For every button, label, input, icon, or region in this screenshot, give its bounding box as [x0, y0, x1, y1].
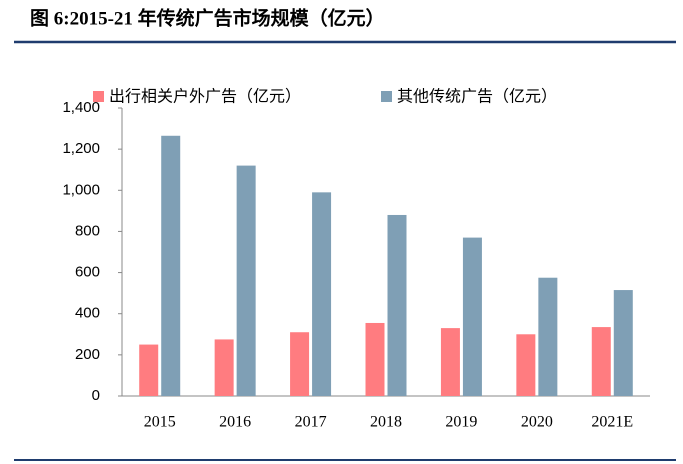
legend-swatch	[381, 91, 392, 102]
bar	[161, 135, 181, 396]
x-tick-label: 2017	[295, 414, 327, 431]
bar	[236, 165, 256, 396]
legend-swatch	[93, 91, 104, 102]
x-tick-label: 2018	[370, 414, 402, 431]
bar	[365, 322, 385, 396]
y-tick-label: 1,400	[62, 99, 100, 116]
x-tick-label: 2015	[144, 414, 176, 431]
x-tick-label: 2016	[219, 414, 251, 431]
bar	[214, 339, 234, 396]
legend-label: 出行相关户外广告（亿元）	[109, 87, 301, 106]
y-tick-label: 200	[75, 346, 100, 363]
bar	[516, 334, 536, 396]
x-tick-label: 2021E	[591, 414, 633, 431]
x-tick-label: 2019	[445, 414, 477, 431]
chart-title: 图 6:2015-21 年传统广告市场规模（亿元）	[30, 6, 385, 29]
y-tick-label: 400	[75, 305, 100, 322]
bar	[290, 332, 310, 396]
bar	[440, 328, 460, 396]
y-tick-label: 0	[92, 387, 100, 404]
bar	[591, 327, 611, 396]
bar	[613, 290, 633, 396]
y-tick-label: 600	[75, 264, 100, 281]
y-tick-label: 1,200	[62, 140, 100, 157]
bar	[312, 192, 332, 396]
bar	[538, 277, 558, 396]
bar	[387, 214, 407, 396]
bar	[139, 344, 159, 396]
legend-label: 其他传统广告（亿元）	[397, 87, 557, 106]
y-tick-label: 800	[75, 222, 100, 239]
y-tick-label: 1,000	[62, 181, 100, 198]
x-tick-label: 2020	[521, 414, 553, 431]
bar	[462, 237, 482, 396]
